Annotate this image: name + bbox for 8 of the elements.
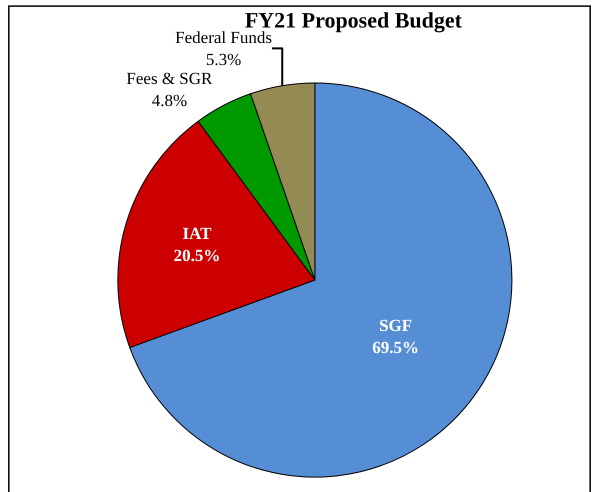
data-label: 69.5% bbox=[372, 338, 419, 358]
data-label: 5.3% bbox=[206, 50, 242, 69]
data-label: 4.8% bbox=[152, 90, 188, 110]
slice-label: Federal Funds bbox=[175, 28, 272, 47]
slice-label: Fees & SGR bbox=[126, 68, 214, 88]
data-label: 20.5% bbox=[174, 246, 220, 265]
slice-label: IAT bbox=[182, 224, 212, 243]
slice-label: SGF bbox=[379, 316, 412, 335]
